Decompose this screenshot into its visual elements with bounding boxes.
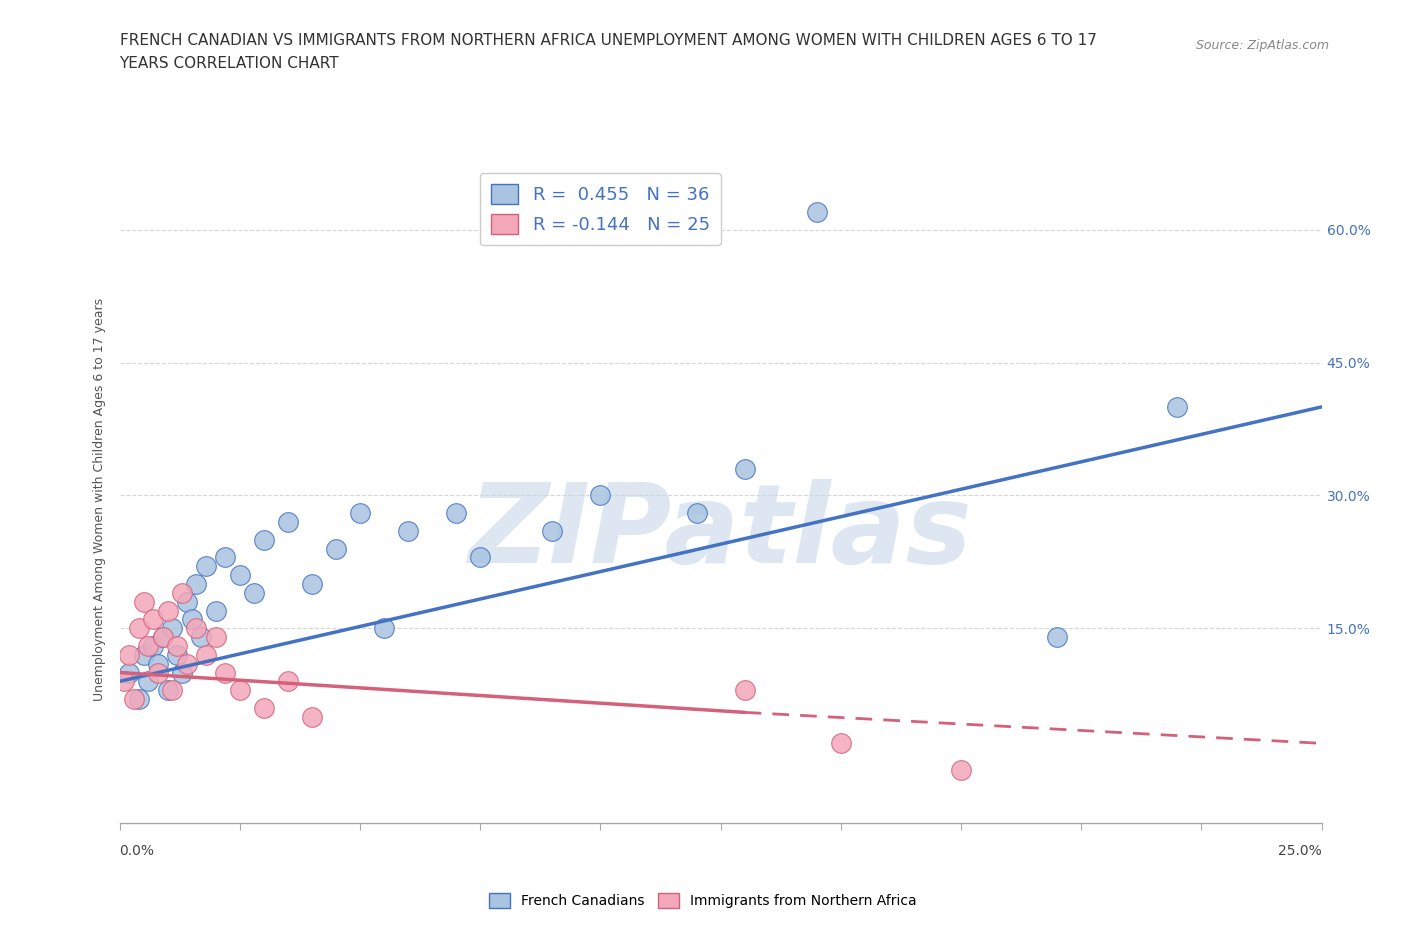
Point <box>195 647 218 662</box>
Point <box>1166 400 1188 415</box>
Point <box>468 550 492 565</box>
Point <box>444 506 467 521</box>
Point <box>228 683 252 698</box>
Point <box>396 524 419 538</box>
Point <box>301 710 323 724</box>
Point <box>195 559 218 574</box>
Point <box>325 541 347 556</box>
Point <box>830 736 852 751</box>
Point <box>146 665 169 680</box>
Point <box>589 488 612 503</box>
Point <box>685 506 707 521</box>
Legend: French Canadians, Immigrants from Northern Africa: French Canadians, Immigrants from Northe… <box>484 888 922 914</box>
Point <box>186 577 208 591</box>
Point <box>132 594 155 609</box>
Point <box>170 665 193 680</box>
Point <box>301 577 323 591</box>
Point <box>162 683 184 698</box>
Point <box>128 621 150 636</box>
Point <box>170 585 193 600</box>
Text: 0.0%: 0.0% <box>120 844 155 858</box>
Text: ZIPatlas: ZIPatlas <box>468 479 973 586</box>
Point <box>122 692 145 707</box>
Point <box>253 700 276 715</box>
Point <box>152 630 174 644</box>
Point <box>190 630 212 644</box>
Point <box>1046 630 1069 644</box>
Point <box>146 657 169 671</box>
Point <box>204 604 226 618</box>
Point <box>142 612 165 627</box>
Point <box>156 683 179 698</box>
Point <box>373 621 395 636</box>
Point <box>253 532 276 547</box>
Point <box>243 585 266 600</box>
Point <box>186 621 208 636</box>
Point <box>228 567 252 582</box>
Point <box>176 594 198 609</box>
Point <box>112 674 135 689</box>
Point <box>204 630 226 644</box>
Point <box>132 647 155 662</box>
Point <box>541 524 564 538</box>
Point <box>162 621 184 636</box>
Point <box>734 683 756 698</box>
Point <box>176 657 198 671</box>
Point <box>118 665 141 680</box>
Point <box>142 639 165 654</box>
Point <box>806 205 828 219</box>
Y-axis label: Unemployment Among Women with Children Ages 6 to 17 years: Unemployment Among Women with Children A… <box>93 299 107 701</box>
Point <box>138 639 160 654</box>
Point <box>152 630 174 644</box>
Text: Source: ZipAtlas.com: Source: ZipAtlas.com <box>1195 39 1329 52</box>
Point <box>128 692 150 707</box>
Point <box>349 506 371 521</box>
Point <box>734 461 756 476</box>
Point <box>166 639 188 654</box>
Text: FRENCH CANADIAN VS IMMIGRANTS FROM NORTHERN AFRICA UNEMPLOYMENT AMONG WOMEN WITH: FRENCH CANADIAN VS IMMIGRANTS FROM NORTH… <box>120 33 1097 47</box>
Text: 25.0%: 25.0% <box>1278 844 1322 858</box>
Point <box>214 665 236 680</box>
Point <box>949 763 972 777</box>
Point <box>156 604 179 618</box>
Point <box>138 674 160 689</box>
Point <box>166 647 188 662</box>
Point <box>277 674 299 689</box>
Text: YEARS CORRELATION CHART: YEARS CORRELATION CHART <box>120 56 339 71</box>
Point <box>118 647 141 662</box>
Point <box>277 514 299 529</box>
Point <box>214 550 236 565</box>
Point <box>180 612 202 627</box>
Legend: R =  0.455   N = 36, R = -0.144   N = 25: R = 0.455 N = 36, R = -0.144 N = 25 <box>481 173 720 246</box>
